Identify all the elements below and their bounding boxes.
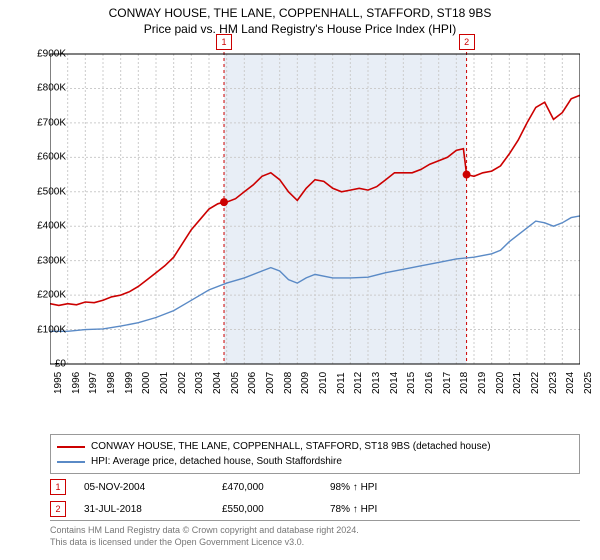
xtick-label: 1996 <box>71 372 82 394</box>
legend-box: CONWAY HOUSE, THE LANE, COPPENHALL, STAF… <box>50 434 580 474</box>
ytick-label: £400K <box>37 221 66 232</box>
marker-table: 1 05-NOV-2004 £470,000 98% ↑ HPI 2 31-JUL-201… <box>50 476 580 520</box>
vline-badge: 2 <box>459 34 475 50</box>
legend-swatch <box>57 461 85 463</box>
xtick-label: 2009 <box>300 372 311 394</box>
ytick-label: £800K <box>37 83 66 94</box>
xtick-label: 2025 <box>583 372 594 394</box>
xtick-label: 2020 <box>495 372 506 394</box>
xtick-label: 2024 <box>565 372 576 394</box>
legend-label: CONWAY HOUSE, THE LANE, COPPENHALL, STAF… <box>91 439 491 454</box>
ytick-label: £100K <box>37 324 66 335</box>
marker-date: 31-JUL-2018 <box>84 504 204 515</box>
chart-area <box>50 44 580 394</box>
chart-container: CONWAY HOUSE, THE LANE, COPPENHALL, STAF… <box>0 0 600 560</box>
xtick-label: 2008 <box>283 372 294 394</box>
marker-badge: 1 <box>50 479 66 495</box>
xtick-label: 2005 <box>230 372 241 394</box>
marker-badge: 2 <box>50 501 66 517</box>
chart-svg <box>50 44 580 394</box>
title-line1: CONWAY HOUSE, THE LANE, COPPENHALL, STAF… <box>0 6 600 22</box>
ytick-label: £500K <box>37 186 66 197</box>
ytick-label: £900K <box>37 49 66 60</box>
footer-line1: Contains HM Land Registry data © Crown c… <box>50 525 580 537</box>
marker-pct: 98% ↑ HPI <box>330 482 430 493</box>
ytick-label: £300K <box>37 255 66 266</box>
xtick-label: 2015 <box>406 372 417 394</box>
legend-row: HPI: Average price, detached house, Sout… <box>57 454 573 469</box>
xtick-label: 2006 <box>247 372 258 394</box>
xtick-label: 2001 <box>159 372 170 394</box>
vline-badge: 1 <box>216 34 232 50</box>
marker-price: £550,000 <box>222 504 312 515</box>
footer-line2: This data is licensed under the Open Gov… <box>50 537 580 549</box>
marker-row: 2 31-JUL-2018 £550,000 78% ↑ HPI <box>50 498 580 520</box>
ytick-label: £0 <box>55 359 66 370</box>
ytick-label: £600K <box>37 152 66 163</box>
xtick-label: 2019 <box>477 372 488 394</box>
legend-row: CONWAY HOUSE, THE LANE, COPPENHALL, STAF… <box>57 439 573 454</box>
legend-label: HPI: Average price, detached house, Sout… <box>91 454 342 469</box>
xtick-label: 2004 <box>212 372 223 394</box>
title-block: CONWAY HOUSE, THE LANE, COPPENHALL, STAF… <box>0 0 600 37</box>
title-line2: Price paid vs. HM Land Registry's House … <box>0 22 600 38</box>
xtick-label: 2021 <box>512 372 523 394</box>
xtick-label: 2007 <box>265 372 276 394</box>
xtick-label: 2011 <box>336 372 347 394</box>
xtick-label: 1999 <box>124 372 135 394</box>
marker-date: 05-NOV-2004 <box>84 482 204 493</box>
xtick-label: 2000 <box>141 372 152 394</box>
marker-row: 1 05-NOV-2004 £470,000 98% ↑ HPI <box>50 476 580 498</box>
xtick-label: 2012 <box>353 372 364 394</box>
ytick-label: £200K <box>37 290 66 301</box>
xtick-label: 2003 <box>194 372 205 394</box>
xtick-label: 2013 <box>371 372 382 394</box>
xtick-label: 2022 <box>530 372 541 394</box>
xtick-label: 2010 <box>318 372 329 394</box>
xtick-label: 2016 <box>424 372 435 394</box>
xtick-label: 1997 <box>88 372 99 394</box>
xtick-label: 2002 <box>177 372 188 394</box>
xtick-label: 2017 <box>442 372 453 394</box>
ytick-label: £700K <box>37 117 66 128</box>
xtick-label: 2018 <box>459 372 470 394</box>
footer-block: Contains HM Land Registry data © Crown c… <box>50 520 580 548</box>
xtick-label: 1998 <box>106 372 117 394</box>
marker-pct: 78% ↑ HPI <box>330 504 430 515</box>
xtick-label: 2014 <box>389 372 400 394</box>
xtick-label: 1995 <box>53 372 64 394</box>
legend-swatch <box>57 446 85 448</box>
xtick-label: 2023 <box>548 372 559 394</box>
marker-price: £470,000 <box>222 482 312 493</box>
